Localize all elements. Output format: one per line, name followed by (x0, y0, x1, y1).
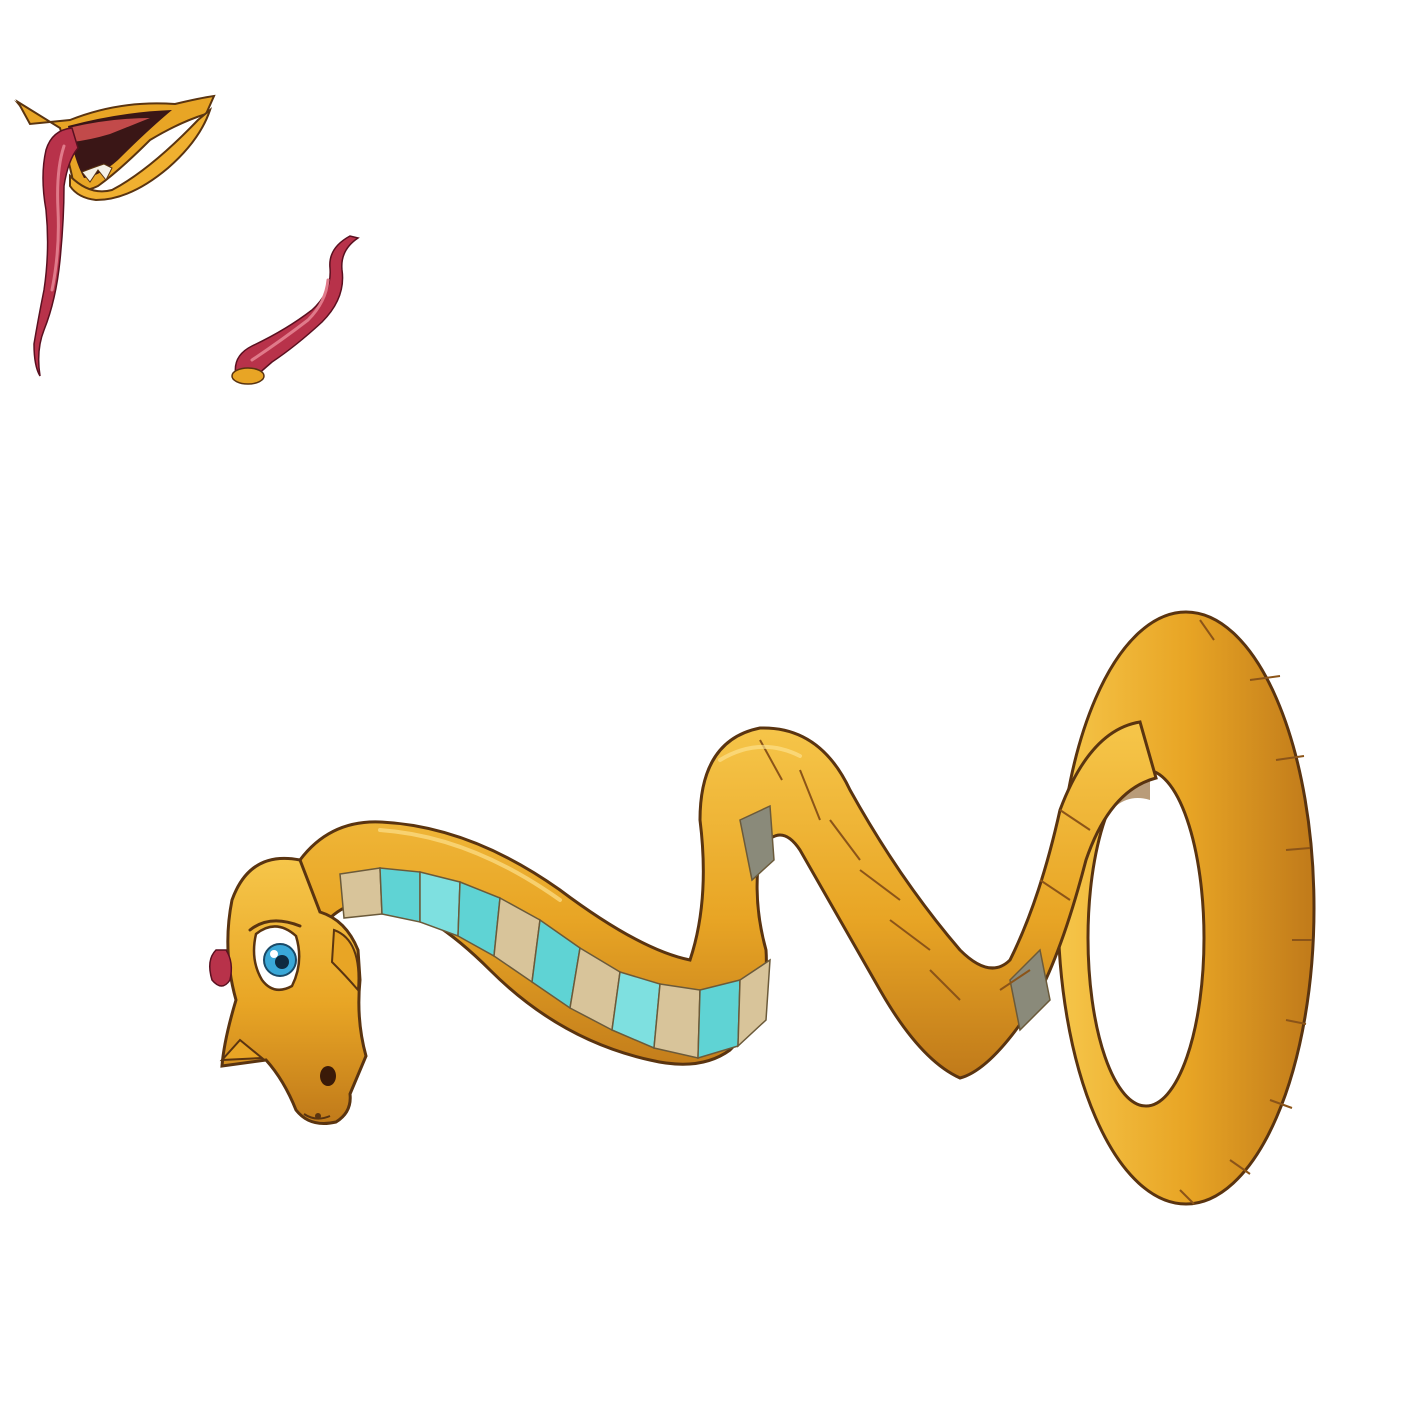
snake-body-curve (298, 720, 1158, 1080)
open-mouth-with-tongue-icon (14, 94, 216, 377)
forked-tongue-icon (231, 235, 360, 385)
coiled-snake-icon (209, 610, 1316, 1206)
snake-eye (248, 919, 302, 992)
snake-ring-coil (1056, 610, 1316, 1206)
snake-belly-scales (339, 804, 1051, 1060)
snake-head (209, 856, 368, 1125)
